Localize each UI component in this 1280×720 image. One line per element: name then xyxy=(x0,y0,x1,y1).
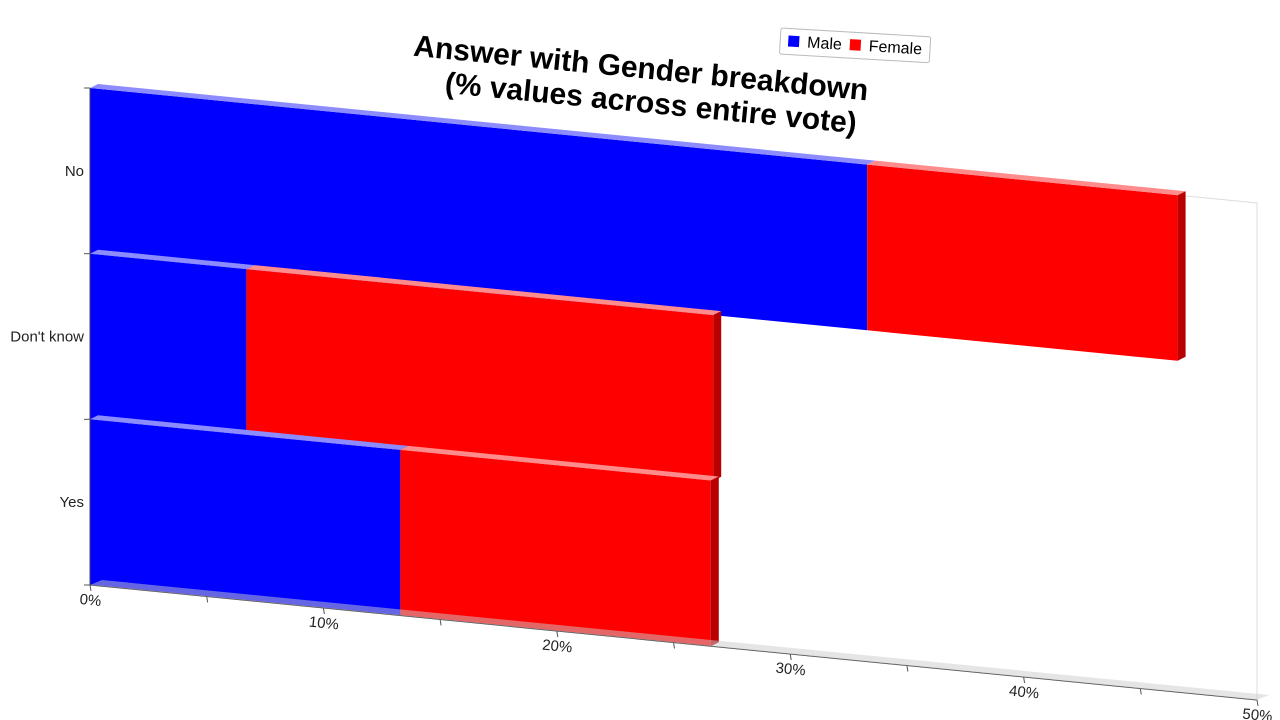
x-tick-mark xyxy=(906,665,909,672)
bar-segment xyxy=(90,419,401,616)
bars-layer xyxy=(90,84,1186,647)
x-axis: 0% 10% 20% 30% 40% 50% xyxy=(79,88,1273,720)
bar-top-face xyxy=(90,84,876,165)
x-tick-mark xyxy=(1256,699,1259,707)
bar-side-face xyxy=(713,311,722,481)
bar-top-face xyxy=(246,265,722,316)
x-tick-mark xyxy=(89,584,92,592)
x-tick-label: 0% xyxy=(79,591,102,610)
x-tick-mark xyxy=(673,642,675,649)
bar-side-face xyxy=(710,476,719,647)
category-label: Don't know xyxy=(10,329,84,346)
bar-group xyxy=(90,415,719,647)
bar-segment xyxy=(400,449,711,647)
bar-side-face xyxy=(1177,191,1186,361)
y-axis: No Don't know Yes xyxy=(10,87,90,586)
bar-top-face xyxy=(400,445,719,481)
x-tick-label: 20% xyxy=(541,637,573,657)
x-tick-mark xyxy=(556,630,559,638)
x-axis-floor xyxy=(90,580,1269,700)
category-label: Yes xyxy=(60,494,84,511)
bar-segment xyxy=(867,164,1178,361)
x-tick-mark xyxy=(206,596,209,603)
category-label: No xyxy=(65,163,84,180)
x-tick-label: 40% xyxy=(1008,683,1040,703)
bar-segment xyxy=(90,253,247,435)
bar-group xyxy=(90,249,722,481)
legend-swatch xyxy=(849,39,862,51)
bar-segment xyxy=(246,269,714,481)
x-tick-mark xyxy=(439,619,442,626)
legend-label: Female xyxy=(868,38,922,58)
legend-box: Male Female xyxy=(779,27,932,64)
legend-label: Male xyxy=(807,35,843,54)
bar-top-face xyxy=(90,249,255,270)
x-tick-label: 30% xyxy=(775,660,807,680)
x-tick-mark xyxy=(789,653,792,661)
bar-top-face xyxy=(867,160,1186,196)
x-tick-label: 50% xyxy=(1242,706,1274,720)
bar-top-face xyxy=(90,415,409,450)
x-tick-mark xyxy=(1139,688,1142,695)
chart-legend: Male Female xyxy=(779,27,932,64)
x-tick-label: 10% xyxy=(308,614,340,634)
legend-swatch xyxy=(787,35,800,48)
x-tick-mark xyxy=(322,607,325,615)
x-tick-mark xyxy=(1023,676,1026,684)
